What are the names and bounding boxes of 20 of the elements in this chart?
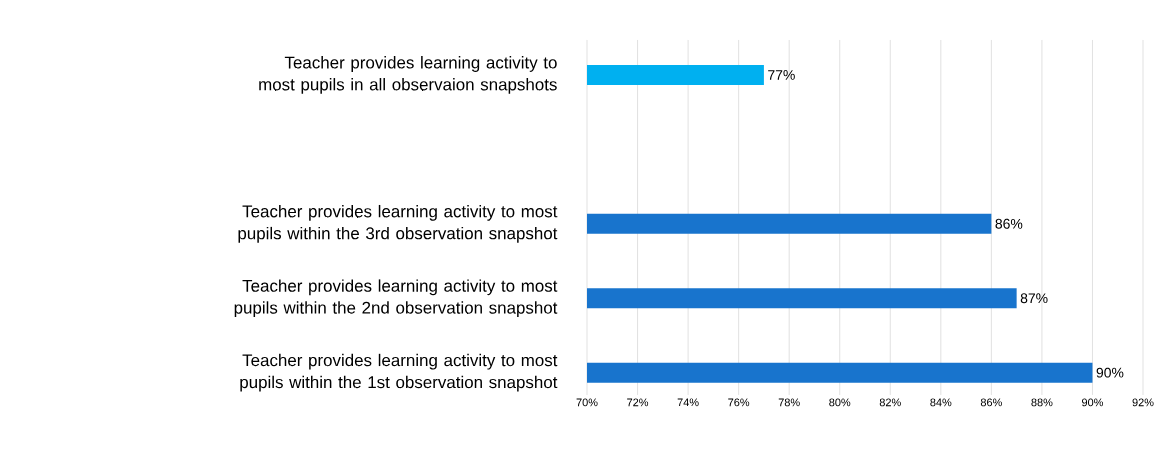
y-tick-label: Teacher provides learning activity to most pupils in all observaion snapshots	[259, 56, 557, 94]
data-label: 86%	[995, 218, 1023, 229]
data-label: 87%	[1020, 293, 1048, 304]
x-tick-label: 76%	[728, 398, 750, 407]
x-tick-label: 70%	[576, 398, 598, 407]
x-tick-label: 92%	[1132, 398, 1154, 407]
x-tick-label: 72%	[627, 398, 649, 407]
x-tick-label: 88%	[1031, 398, 1053, 407]
data-label: 77%	[768, 70, 795, 80]
x-tick-label: 80%	[829, 398, 851, 407]
y-tick-label: Teacher provides learning activity to most pupils within the 1st observation snapshot	[240, 353, 558, 392]
x-tick-label: 74%	[677, 398, 699, 407]
x-tick-label: 90%	[1082, 398, 1104, 407]
x-tick-label: 78%	[778, 398, 800, 407]
x-tick-label: 82%	[879, 398, 901, 407]
x-tick-label: 86%	[980, 398, 1002, 407]
x-tick-label: 84%	[930, 398, 952, 407]
y-tick-label: Teacher provides learning activity to most pupils within the 2nd observation snapshot	[234, 279, 558, 318]
y-tick-label: Teacher provides learning activity to most pupils within the 3rd observation snapshot	[238, 204, 558, 243]
data-label: 90%	[1096, 367, 1124, 378]
